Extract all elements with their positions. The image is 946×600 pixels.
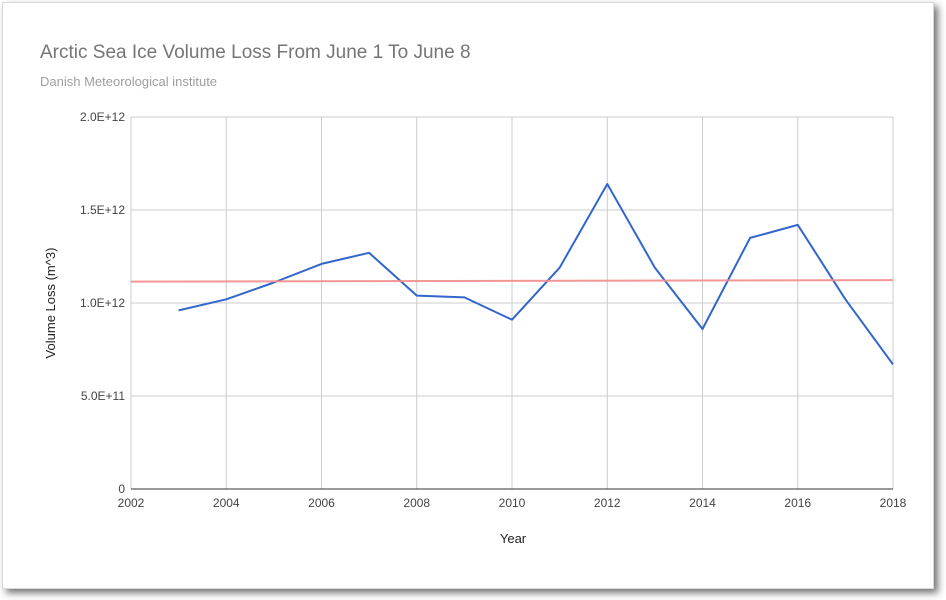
x-axis-ticks: 2002 2004 2006 2008 2010 2012 2014 2016 2018 <box>118 496 907 510</box>
trendline <box>130 279 894 283</box>
y-tick-label: 5.0E+11 <box>81 389 125 403</box>
y-tick-label: 1.5E+12 <box>80 203 125 217</box>
y-axis-title: Volume Loss (m^3) <box>43 248 58 359</box>
x-tick-label: 2012 <box>594 496 621 510</box>
y-tick-label: 0 <box>118 482 125 496</box>
x-tick-label: 2018 <box>880 496 907 510</box>
x-tick-label: 2004 <box>213 496 240 510</box>
y-tick-label: 2.0E+12 <box>80 110 125 124</box>
x-tick-label: 2008 <box>403 496 430 510</box>
y-axis-ticks: 0 5.0E+11 1.0E+12 1.5E+12 2.0E+12 <box>80 110 125 496</box>
chart-subtitle: Danish Meteorological institute <box>40 74 218 89</box>
y-tick-label: 1.0E+12 <box>80 296 125 310</box>
gridlines <box>130 116 894 490</box>
chart-title: Arctic Sea Ice Volume Loss From June 1 T… <box>40 42 471 63</box>
x-tick-label: 2006 <box>308 496 335 510</box>
x-tick-label: 2016 <box>784 496 811 510</box>
x-tick-label: 2002 <box>118 496 145 510</box>
chart-card <box>2 2 934 589</box>
series-line <box>178 183 894 365</box>
x-tick-label: 2014 <box>689 496 716 510</box>
x-axis-title: Year <box>500 531 527 546</box>
series-lines <box>130 183 894 365</box>
x-tick-label: 2010 <box>499 496 526 510</box>
